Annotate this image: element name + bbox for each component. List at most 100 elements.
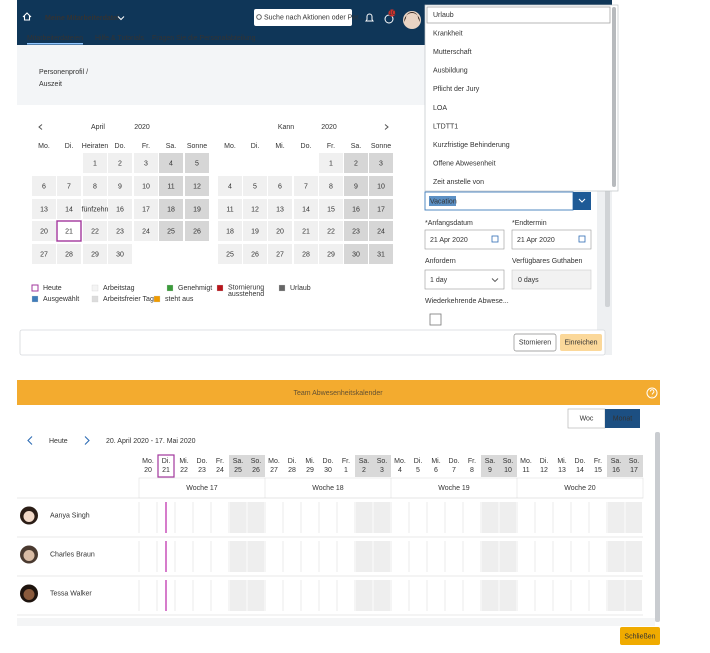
day-number[interactable]: 2 [354, 160, 358, 167]
prev-range[interactable] [27, 436, 33, 445]
cancel-button[interactable] [513, 333, 557, 352]
day-number[interactable]: fünfzehn [82, 206, 109, 213]
day-number[interactable]: 25 [226, 251, 234, 258]
day-cell[interactable] [319, 153, 343, 173]
day-cell[interactable] [218, 221, 242, 241]
year-label[interactable]: 2020 [321, 124, 337, 131]
date-input[interactable] [511, 229, 592, 250]
day-cell[interactable] [369, 176, 393, 196]
user-avatar[interactable] [403, 11, 421, 29]
day-number[interactable]: 20 [40, 228, 48, 235]
day-cell[interactable] [294, 176, 318, 196]
day-number[interactable]: 21 [302, 228, 310, 235]
day-cell[interactable] [268, 221, 292, 241]
search-box[interactable] [254, 9, 352, 26]
day-cell[interactable] [83, 244, 107, 264]
today-link[interactable]: Heute [49, 438, 68, 445]
member-name[interactable]: Charles Braun [50, 551, 95, 558]
day-number[interactable]: 6 [278, 183, 282, 190]
day-number[interactable]: 11 [167, 183, 174, 190]
day-cell[interactable] [268, 199, 292, 219]
day-number[interactable]: 23 [352, 228, 360, 235]
day-cell[interactable] [83, 221, 107, 241]
day-cell[interactable] [243, 176, 267, 196]
day-cell[interactable] [185, 153, 209, 173]
day-number[interactable]: 19 [193, 206, 201, 213]
day-number[interactable]: 7 [304, 183, 308, 190]
day-number[interactable]: 14 [302, 206, 310, 213]
day-cell[interactable] [57, 244, 81, 264]
day-cell[interactable] [243, 221, 267, 241]
day-number[interactable]: 30 [116, 251, 124, 258]
month-label[interactable]: April [91, 124, 105, 131]
day-number[interactable]: 7 [67, 183, 71, 190]
day-cell[interactable] [83, 176, 107, 196]
close-button-label[interactable]: Schließen [624, 633, 655, 640]
day-number[interactable]: 3 [144, 160, 148, 167]
day-cell[interactable] [344, 221, 368, 241]
date-input-value[interactable]: 21 Apr 2020 [430, 237, 468, 244]
day-cell[interactable] [218, 176, 242, 196]
submit-button[interactable] [560, 334, 602, 351]
day-number[interactable]: 9 [354, 183, 358, 190]
year-label[interactable]: 2020 [134, 124, 150, 131]
home-icon[interactable] [22, 12, 32, 21]
dropdown-option[interactable]: Pflicht der Jury [433, 86, 480, 93]
day-number[interactable]: 1 [329, 160, 333, 167]
day-cell[interactable] [185, 221, 209, 241]
day-cell[interactable] [57, 199, 81, 219]
day-number[interactable]: 26 [193, 228, 201, 235]
day-cell[interactable] [319, 176, 343, 196]
day-number[interactable]: 6 [42, 183, 46, 190]
day-cell[interactable] [369, 153, 393, 173]
day-number[interactable]: 18 [167, 206, 175, 213]
day-cell[interactable] [159, 199, 183, 219]
request-select-value[interactable]: 1 day [430, 277, 448, 284]
day-number[interactable]: 13 [40, 206, 48, 213]
day-cell[interactable] [159, 153, 183, 173]
day-number[interactable]: 26 [251, 251, 259, 258]
day-number[interactable]: 5 [195, 160, 199, 167]
day-cell[interactable] [369, 221, 393, 241]
day-number[interactable]: 21 [65, 228, 73, 235]
day-number[interactable]: 12 [251, 206, 259, 213]
day-number[interactable]: 31 [377, 251, 385, 258]
help-icon[interactable] [646, 387, 658, 399]
day-cell[interactable] [294, 244, 318, 264]
day-cell[interactable] [344, 153, 368, 173]
request-select[interactable] [424, 269, 505, 290]
day-number[interactable]: 3 [379, 160, 383, 167]
day-cell[interactable] [57, 176, 81, 196]
day-cell[interactable] [319, 199, 343, 219]
day-cell[interactable] [185, 199, 209, 219]
day-number[interactable]: 10 [142, 183, 150, 190]
month-label[interactable]: Kann [278, 124, 294, 131]
day-number[interactable]: 11 [226, 206, 233, 213]
member-name[interactable]: Tessa Walker [50, 590, 92, 597]
view-week-label[interactable]: Woc [580, 415, 594, 422]
day-cell[interactable] [294, 221, 318, 241]
day-number[interactable]: 4 [228, 183, 232, 190]
day-cell[interactable] [268, 176, 292, 196]
day-cell[interactable] [369, 244, 393, 264]
day-cell[interactable] [185, 176, 209, 196]
day-cell[interactable] [108, 244, 132, 264]
day-cell[interactable] [108, 199, 132, 219]
day-cell[interactable] [268, 244, 292, 264]
day-cell[interactable] [344, 244, 368, 264]
day-cell[interactable] [294, 199, 318, 219]
day-number[interactable]: 8 [329, 183, 333, 190]
day-cell[interactable] [134, 221, 158, 241]
day-number[interactable]: 22 [327, 228, 335, 235]
day-cell[interactable] [218, 244, 242, 264]
dropdown-option[interactable]: LTDTT1 [433, 123, 458, 130]
day-number[interactable]: 17 [377, 206, 385, 213]
day-number[interactable]: 30 [352, 251, 360, 258]
dropdown-option[interactable]: Offene Abwesenheit [433, 161, 496, 168]
day-number[interactable]: 27 [40, 251, 48, 258]
dropdown-option[interactable]: Mutterschaft [433, 49, 472, 56]
header-title[interactable]: Meine Mitarbeiterdatei [45, 15, 119, 22]
day-cell[interactable] [134, 153, 158, 173]
day-number[interactable]: 16 [352, 206, 360, 213]
day-number[interactable]: 24 [377, 228, 385, 235]
